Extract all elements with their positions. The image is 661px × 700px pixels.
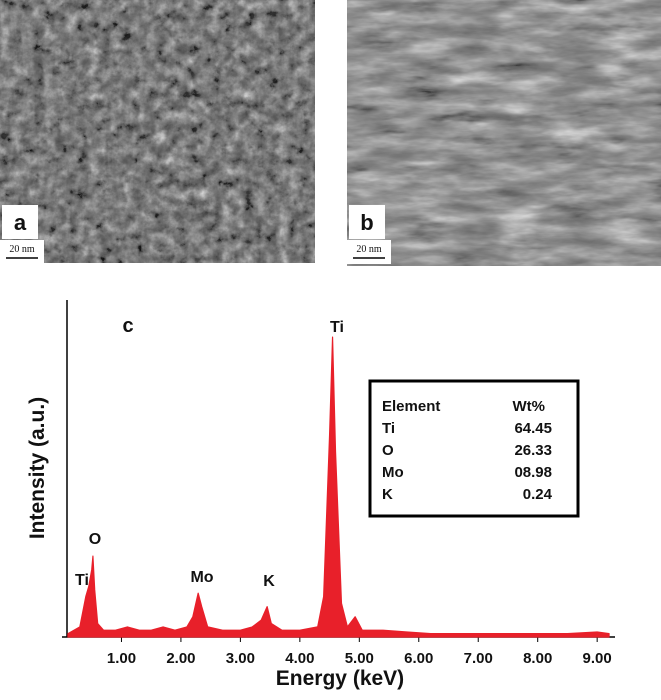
table-cell: O bbox=[382, 442, 394, 459]
table-cell: 26.33 bbox=[514, 442, 552, 459]
x-tick-label: 4.00 bbox=[285, 650, 314, 667]
panel-label: b bbox=[360, 210, 373, 235]
table-cell: 08.98 bbox=[514, 464, 552, 481]
x-tick-label: 3.00 bbox=[226, 650, 255, 667]
table-cell: 0.24 bbox=[523, 486, 553, 503]
peak-label: Mo bbox=[190, 569, 213, 586]
scale-bar-label: 20 nm bbox=[9, 244, 35, 255]
x-tick-label: 2.00 bbox=[166, 650, 195, 667]
spectrum bbox=[67, 336, 610, 638]
tem-texture bbox=[347, 0, 661, 266]
peak-label: Ti bbox=[75, 572, 89, 589]
panel-label-box bbox=[349, 205, 385, 239]
table-box bbox=[368, 379, 580, 518]
x-tick-label: 7.00 bbox=[464, 650, 493, 667]
panel-label: c bbox=[122, 315, 133, 337]
scale-bar-label: 20 nm bbox=[356, 244, 382, 255]
table: Element Wt% Ti 64.45 O 26.33 Mo 08.98 K 0.24 bbox=[382, 398, 553, 503]
table-cell: K bbox=[382, 486, 393, 503]
x-tick-label: 9.00 bbox=[583, 650, 612, 667]
peak-label: Ti bbox=[330, 319, 344, 336]
table-header: Element bbox=[382, 398, 440, 415]
x-tick-label: 8.00 bbox=[523, 650, 552, 667]
tem-texture bbox=[0, 0, 315, 263]
table-cell: Mo bbox=[382, 464, 404, 481]
x-tick-label: 1.00 bbox=[107, 650, 136, 667]
panel-label-box bbox=[2, 205, 38, 239]
y-axis-label: Intensity (a.u.) bbox=[26, 397, 49, 539]
table-cell: 64.45 bbox=[514, 420, 552, 437]
panel-label: a bbox=[14, 210, 27, 235]
x-tick-label: 5.00 bbox=[345, 650, 374, 667]
table-header: Wt% bbox=[513, 398, 546, 415]
x-tick-label: 6.00 bbox=[404, 650, 433, 667]
peak-label: K bbox=[263, 573, 275, 590]
x-axis-label: Energy (keV) bbox=[276, 667, 404, 690]
peak-label: O bbox=[89, 531, 101, 548]
table-cell: Ti bbox=[382, 420, 395, 437]
scale-box bbox=[347, 240, 391, 264]
